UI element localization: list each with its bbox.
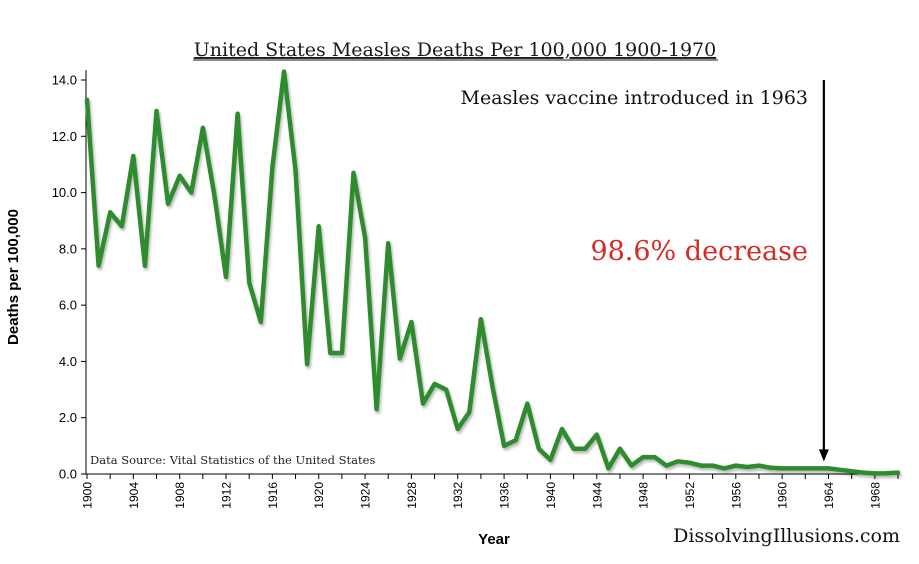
x-tick-label: 1968	[868, 482, 882, 509]
x-axis-label: Year	[478, 531, 510, 548]
series-points	[85, 69, 900, 475]
x-tick-label: 1956	[729, 482, 743, 509]
x-tick-label: 1928	[405, 482, 419, 509]
y-tick-label: 10.0	[52, 185, 77, 200]
y-tick-label: 4.0	[59, 354, 77, 369]
watermark: DissolvingIllusions.com	[673, 525, 900, 547]
x-tick-label: 1952	[683, 482, 697, 509]
x-tick-label: 1920	[312, 482, 326, 509]
vaccine-arrowhead	[818, 449, 829, 462]
x-tick-label: 1960	[776, 482, 790, 509]
series-line-measles-deaths	[84, 69, 901, 476]
x-tick-label: 1936	[498, 482, 512, 509]
x-tick-label: 1940	[544, 482, 558, 509]
x-tick-label: 1916	[266, 482, 280, 509]
y-tick-label: 12.0	[52, 129, 77, 144]
x-tick-label: 1932	[451, 482, 465, 509]
y-tick-label: 14.0	[52, 73, 77, 88]
x-tick-label: 1924	[359, 482, 373, 509]
y-axis-label: Deaths per 100,000	[5, 209, 22, 345]
y-tick-label: 8.0	[59, 241, 77, 256]
y-tick-label: 0.0	[59, 467, 77, 482]
x-tick-label: 1944	[590, 482, 604, 509]
y-tick-label: 6.0	[59, 298, 77, 313]
vaccine-annotation: Measles vaccine introduced in 1963	[461, 87, 809, 109]
chart-title: United States Measles Deaths Per 100,000…	[194, 39, 716, 61]
x-tick-label: 1900	[81, 482, 95, 509]
x-tick-label: 1912	[220, 482, 234, 509]
data-source-note: Data Source: Vital Statistics of the Uni…	[90, 453, 375, 467]
x-tick-label: 1908	[173, 482, 187, 509]
y-tick-label: 2.0	[59, 410, 77, 425]
x-tick-label: 1904	[127, 482, 141, 509]
x-tick-label: 1948	[637, 482, 651, 509]
decrease-annotation: 98.6% decrease	[590, 236, 808, 267]
y-ticks: 0.0 2.0 4.0 6.0 8.0 10.0 12.0 14.0	[52, 73, 86, 482]
x-ticks: 1900 1904 1908 1912 1916 1920 1924 1928 1932 1936…	[81, 474, 899, 509]
x-tick-label: 1964	[822, 482, 836, 509]
